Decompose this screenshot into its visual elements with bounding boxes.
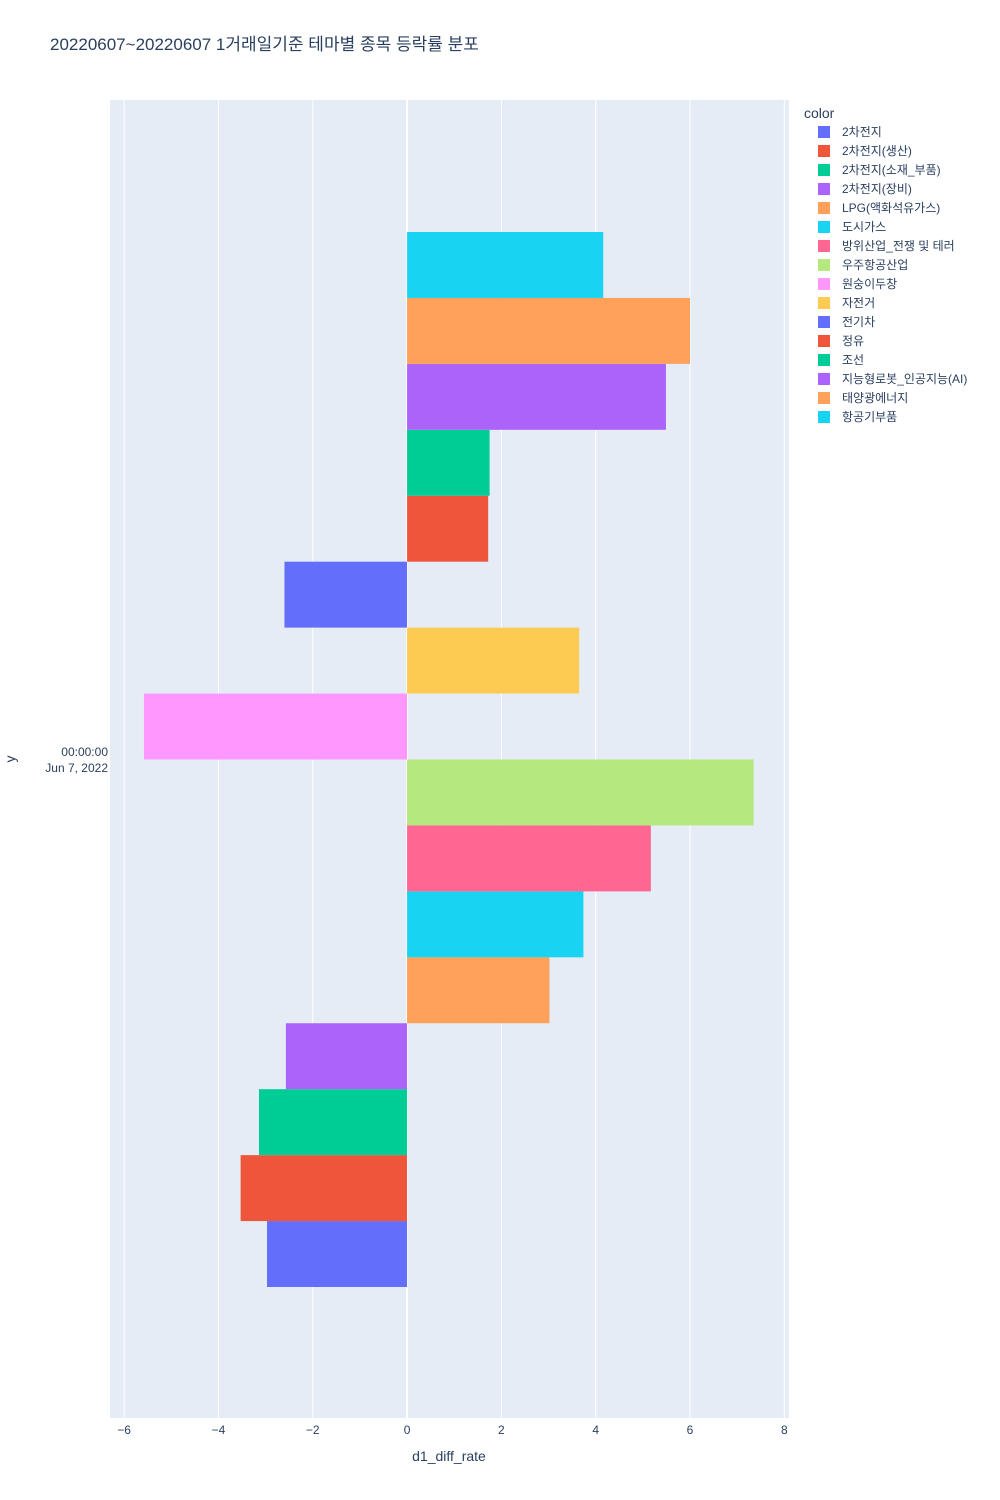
bar[interactable] [407, 297, 690, 364]
legend-label: 지능형로봇_인공지능(AI) [842, 372, 967, 386]
legend-swatch [818, 411, 830, 423]
bar[interactable] [407, 495, 489, 562]
bar[interactable] [259, 1089, 408, 1156]
legend-swatch [818, 316, 830, 328]
legend-swatch [818, 126, 830, 138]
legend-item[interactable]: 2차전지(소재_부품) [818, 163, 941, 177]
bar[interactable] [285, 1023, 408, 1090]
bar[interactable] [407, 363, 666, 430]
legend-label: 2차전지(생산) [842, 144, 912, 158]
bar[interactable] [407, 627, 580, 694]
legend-swatch [818, 335, 830, 347]
legend-swatch [818, 278, 830, 290]
y-axis-title: y [2, 756, 18, 763]
legend-label: 태양광에너지 [842, 391, 908, 405]
legend-swatch [818, 145, 830, 157]
bar[interactable] [240, 1155, 408, 1222]
legend-label: 전기차 [842, 315, 875, 329]
legend-swatch [818, 221, 830, 233]
legend-item[interactable]: 원숭이두창 [818, 277, 897, 291]
legend-swatch [818, 183, 830, 195]
chart-title: 20220607~20220607 1거래일기준 테마별 종목 등락률 분포 [50, 35, 479, 54]
x-tick-label: 0 [404, 1423, 411, 1437]
legend-label: 항공기부품 [842, 410, 897, 424]
legend-item[interactable]: LPG(액화석유가스) [818, 201, 940, 215]
y-tick-date: Jun 7, 2022 [45, 761, 108, 775]
bar[interactable] [267, 1221, 408, 1287]
bar[interactable] [407, 232, 604, 298]
x-tick-labels: −6 −4 −2 0 2 4 6 8 [117, 1423, 788, 1437]
x-tick-label: 4 [592, 1423, 599, 1437]
bar[interactable] [407, 891, 584, 958]
x-axis-title: d1_diff_rate [412, 1448, 486, 1464]
legend-swatch [818, 392, 830, 404]
bars [143, 232, 754, 1287]
legend-item[interactable]: 태양광에너지 [818, 391, 908, 405]
legend-swatch [818, 259, 830, 271]
x-tick-label: −4 [212, 1423, 226, 1437]
bar[interactable] [407, 957, 550, 1024]
legend-label: 방위산업_전쟁 및 테러 [842, 239, 955, 253]
legend-item[interactable]: 정유 [818, 334, 864, 348]
legend[interactable]: color 2차전지 2차전지(생산) 2차전지(소재_부품) 2차전지(장비) LPG… [804, 105, 967, 424]
legend-item[interactable]: 전기차 [818, 315, 875, 329]
legend-item[interactable]: 도시가스 [818, 220, 886, 234]
legend-label: 원숭이두창 [842, 277, 897, 291]
x-tick-label: 8 [781, 1423, 788, 1437]
y-tick-labels: 00:00:00 Jun 7, 2022 [45, 745, 108, 775]
legend-item[interactable]: 2차전지 [818, 125, 882, 139]
legend-label: 조선 [842, 353, 864, 367]
legend-item[interactable]: 조선 [818, 353, 864, 367]
legend-item[interactable]: 방위산업_전쟁 및 테러 [818, 239, 955, 253]
bar[interactable] [407, 759, 754, 826]
x-tick-label: −2 [306, 1423, 320, 1437]
x-tick-label: 2 [498, 1423, 505, 1437]
legend-title: color [804, 105, 835, 121]
legend-label: 도시가스 [842, 220, 886, 234]
legend-label: 2차전지(장비) [842, 182, 912, 196]
legend-label: 2차전지(소재_부품) [842, 163, 941, 177]
x-tick-label: −6 [117, 1423, 131, 1437]
legend-label: 자전거 [842, 296, 875, 310]
legend-item[interactable]: 2차전지(장비) [818, 182, 912, 196]
y-tick-time: 00:00:00 [61, 745, 108, 759]
legend-item[interactable]: 2차전지(생산) [818, 144, 912, 158]
legend-swatch [818, 354, 830, 366]
legend-item[interactable]: 우주항공산업 [818, 258, 908, 272]
legend-swatch [818, 373, 830, 385]
legend-swatch [818, 202, 830, 214]
legend-label: 2차전지 [842, 125, 882, 139]
legend-swatch [818, 240, 830, 252]
x-tick-label: 6 [687, 1423, 694, 1437]
bar[interactable] [407, 429, 490, 496]
legend-swatch [818, 164, 830, 176]
legend-label: 우주항공산업 [842, 258, 908, 272]
bar[interactable] [407, 825, 651, 892]
bar[interactable] [143, 693, 408, 760]
bar[interactable] [284, 561, 408, 628]
legend-swatch [818, 297, 830, 309]
legend-item[interactable]: 항공기부품 [818, 410, 897, 424]
legend-item[interactable]: 지능형로봇_인공지능(AI) [818, 372, 967, 386]
legend-item[interactable]: 자전거 [818, 296, 875, 310]
legend-label: 정유 [842, 334, 864, 348]
legend-label: LPG(액화석유가스) [842, 201, 940, 215]
